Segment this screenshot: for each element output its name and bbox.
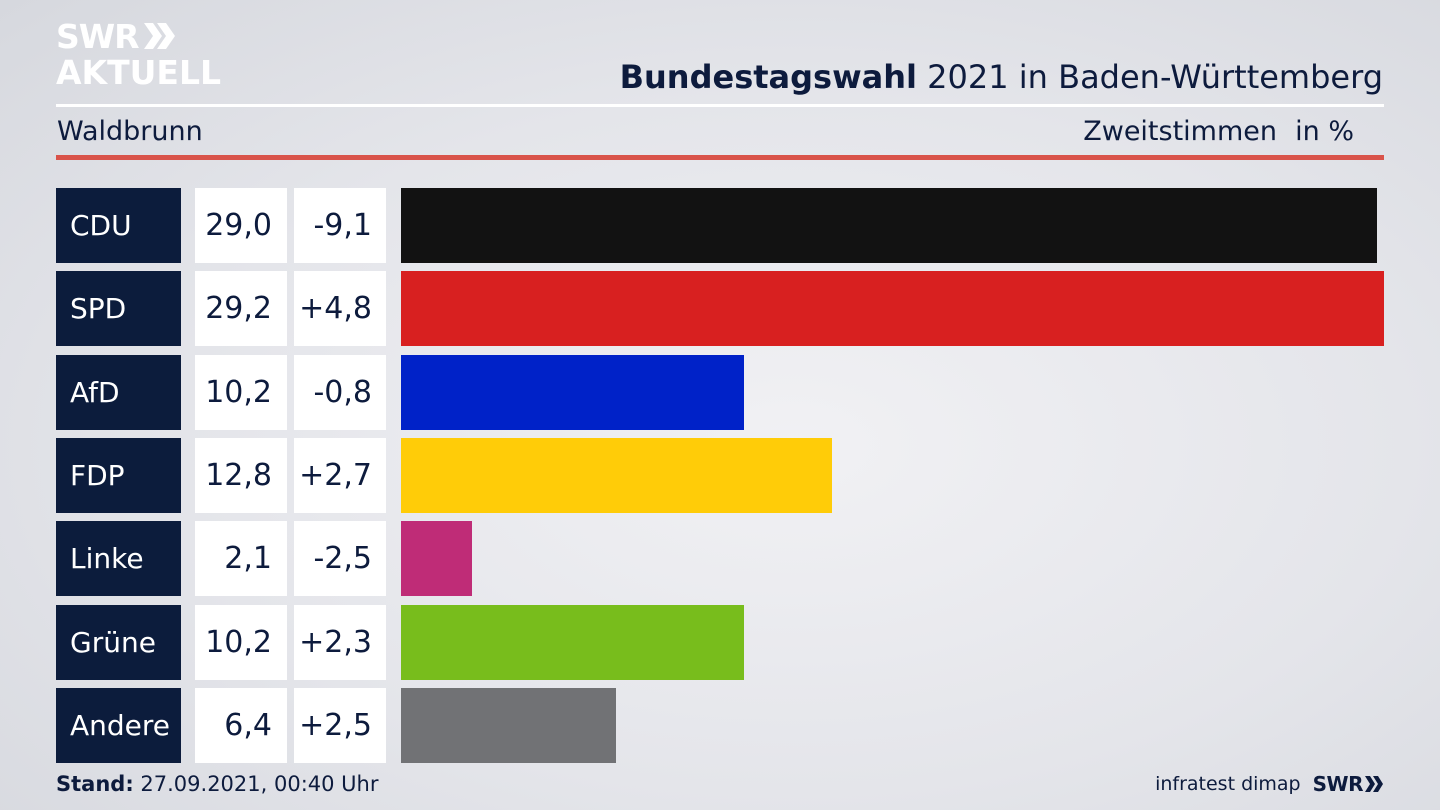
party-label: CDU: [56, 188, 181, 263]
chart-title-bold: Bundestagswahl: [619, 58, 917, 96]
timestamp-label: Stand:: [56, 772, 134, 796]
bar: [401, 687, 616, 763]
logo-aktuell-text: AKTUELL: [56, 53, 222, 92]
double-chevron-right-icon: [143, 23, 175, 49]
chart-title-rest: 2021 in Baden-Württemberg: [916, 58, 1383, 96]
header-divider: [56, 104, 1384, 107]
double-chevron-right-icon: [1365, 776, 1383, 792]
party-label: FDP: [56, 437, 181, 513]
change-value: -2,5: [294, 521, 386, 597]
change-value: +2,3: [294, 604, 386, 680]
party-label: Andere: [56, 687, 181, 763]
change-value: -0,8: [294, 354, 386, 430]
share-value: 29,0: [195, 188, 287, 263]
bar: [401, 271, 1384, 347]
party-label: Linke: [56, 521, 181, 597]
share-value: 29,2: [195, 271, 287, 347]
logo-swr-text: SWR: [56, 16, 140, 56]
bar: [401, 188, 1377, 263]
swr-footer-text: SWR: [1312, 772, 1364, 796]
accent-rule: [56, 155, 1384, 160]
change-value: +2,5: [294, 687, 386, 763]
vote-type-label: Zweitstimmen: [1083, 116, 1277, 147]
bar: [401, 604, 744, 680]
party-label: Grüne: [56, 604, 181, 680]
timestamp: Stand: 27.09.2021, 00:40 Uhr: [56, 772, 379, 796]
chart-title: Bundestagswahl 2021 in Baden-Württemberg: [620, 58, 1383, 96]
logo-swr-line: SWR: [56, 18, 221, 54]
source-label: infratest dimap: [1155, 773, 1301, 795]
share-value: 2,1: [195, 521, 287, 597]
change-value: +4,8: [294, 271, 386, 347]
share-value: 10,2: [195, 354, 287, 430]
municipality-label: Waldbrunn: [57, 116, 203, 147]
share-value: 10,2: [195, 604, 287, 680]
unit-label: in %: [1295, 116, 1354, 147]
party-label: SPD: [56, 271, 181, 347]
share-value: 12,8: [195, 437, 287, 513]
party-label: AfD: [56, 354, 181, 430]
bar: [401, 521, 472, 597]
change-value: -9,1: [294, 188, 386, 263]
timestamp-value: 27.09.2021, 00:40 Uhr: [133, 772, 379, 796]
footer-credits: infratest dimap SWR: [1155, 772, 1384, 796]
bar: [401, 354, 744, 430]
swr-aktuell-logo: SWR AKTUELL: [56, 18, 222, 92]
swr-footer-logo: SWR: [1313, 772, 1384, 796]
bar: [401, 437, 832, 513]
change-value: +2,7: [294, 437, 386, 513]
share-value: 6,4: [195, 687, 287, 763]
